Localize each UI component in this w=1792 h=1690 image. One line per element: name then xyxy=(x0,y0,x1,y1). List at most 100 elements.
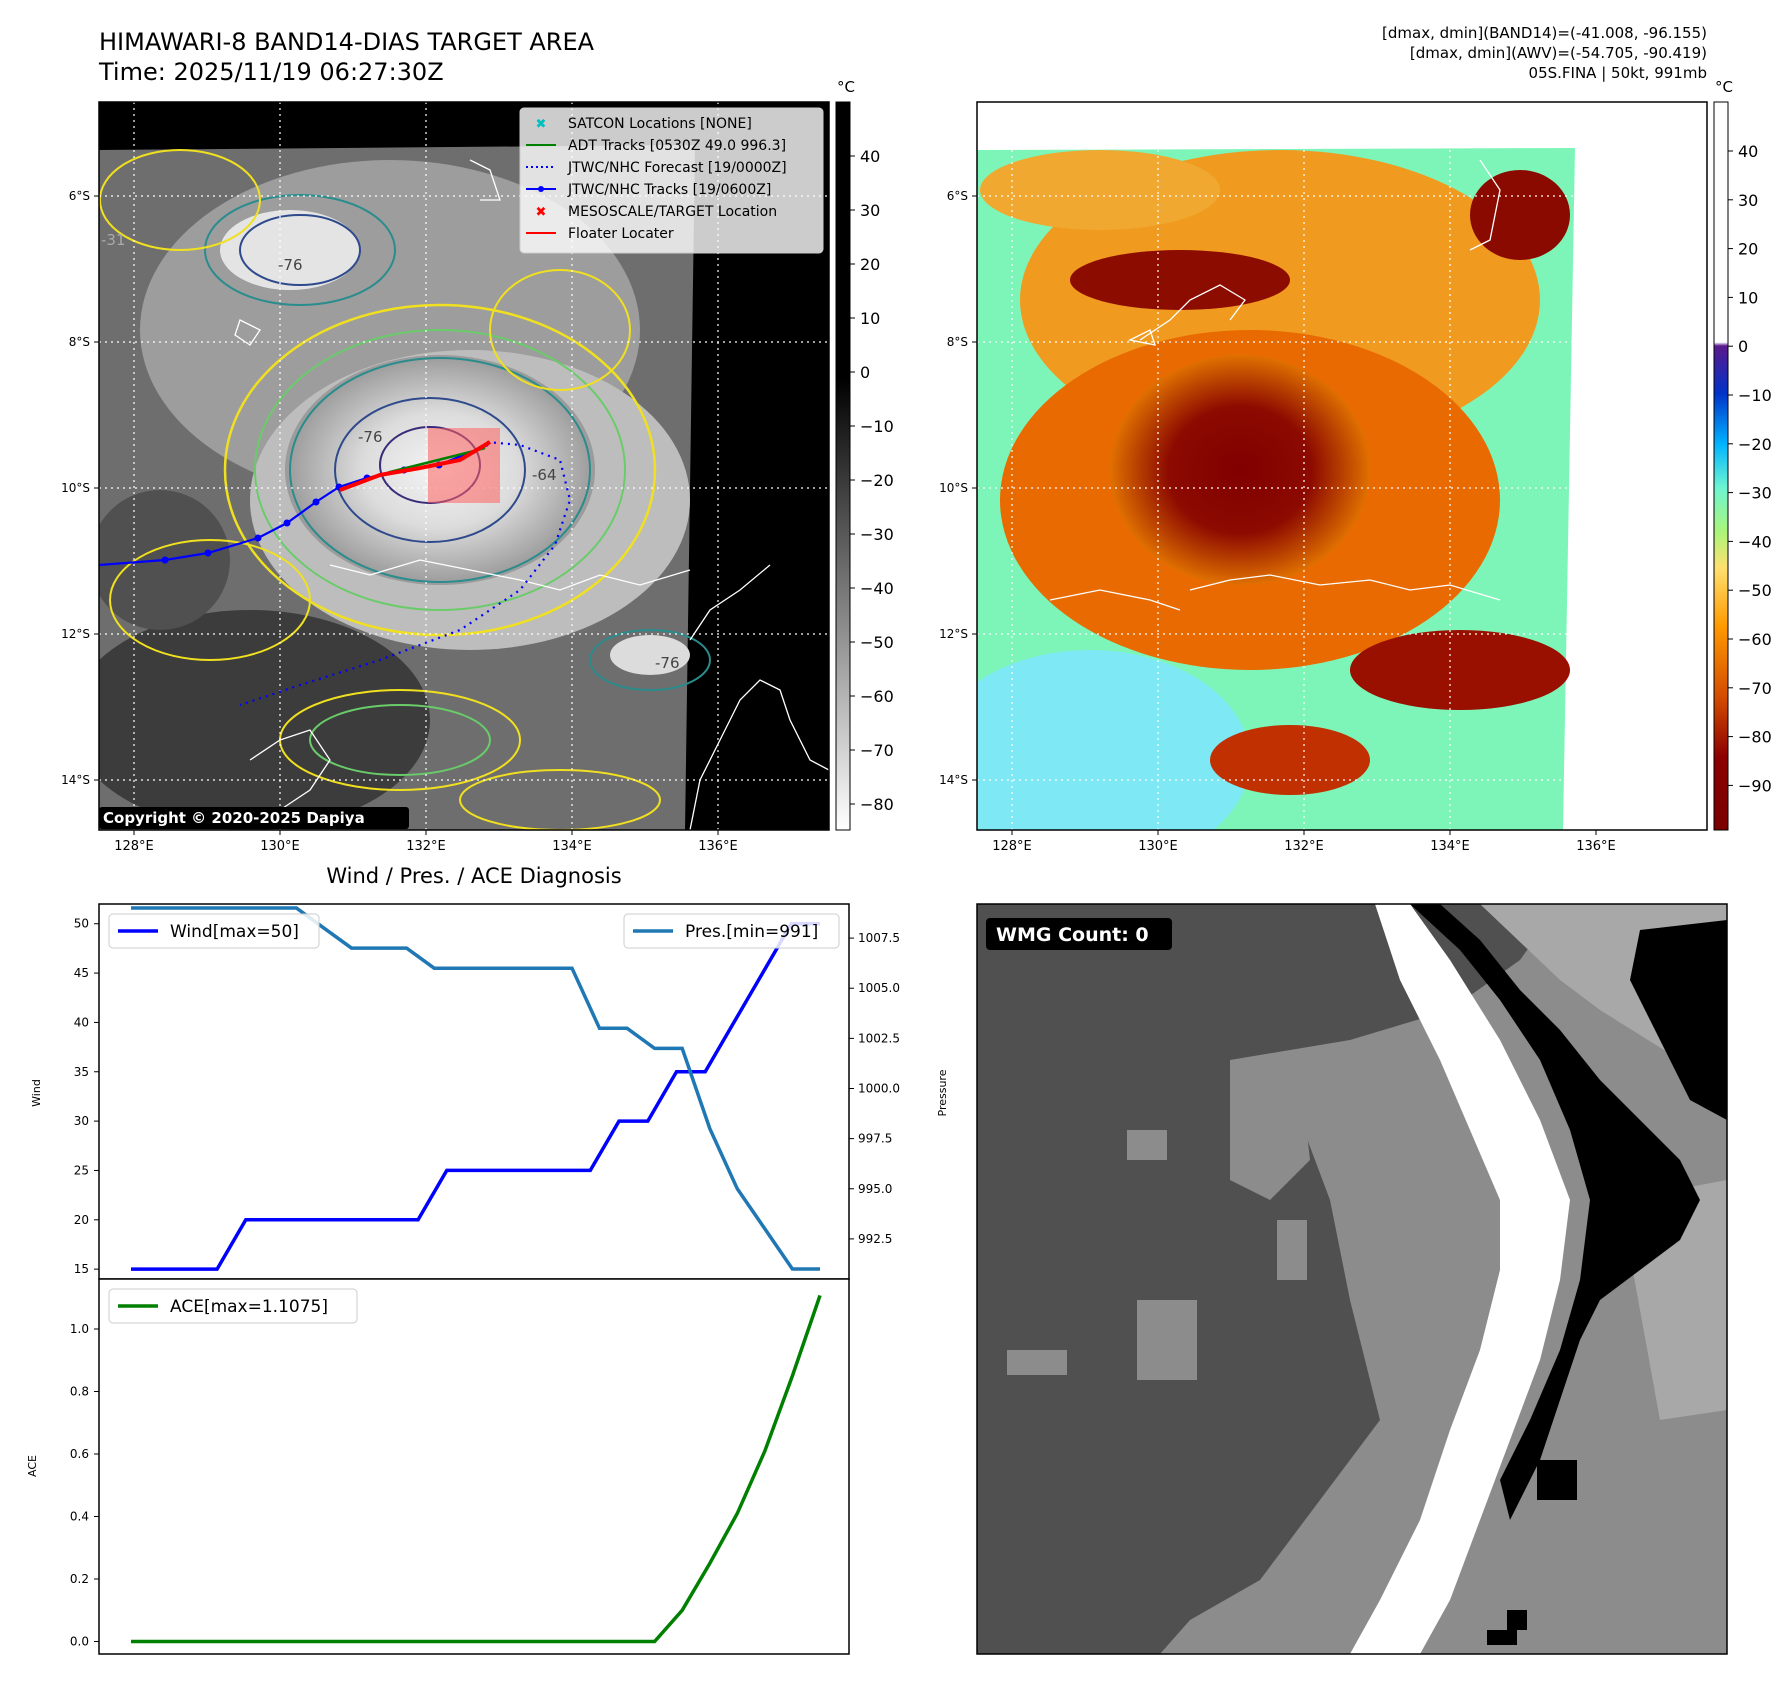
wind-pressure-plot xyxy=(98,903,850,1280)
legend-label: JTWC/NHC Forecast [19/0000Z] xyxy=(567,160,787,176)
wmg-class-region xyxy=(1137,1300,1197,1380)
lat-tick-label: 14°S xyxy=(939,773,968,787)
awv-cold-band xyxy=(1350,630,1570,710)
colorbar-tick-label: 40 xyxy=(1738,142,1758,161)
colorbar-tick-label: 0 xyxy=(860,363,870,382)
legend-label: ADT Tracks [0530Z 49.0 996.3] xyxy=(568,138,786,154)
stats-line-2: [dmax, dmin](AWV)=(-54.705, -90.419) xyxy=(1410,44,1707,62)
awv-colorbar-ticks: 40 30 20 10 0 −10 −20 −30 −40 −50 −60 −70 −80 −90 xyxy=(1728,142,1772,795)
ace-legend: ACE[max=1.1075] xyxy=(108,1288,358,1324)
pressure-series-line xyxy=(131,906,820,1271)
target-x-icon: ✖ xyxy=(536,205,547,220)
wmg-class-region xyxy=(1127,1130,1167,1160)
satcon-x-icon: ✖ xyxy=(536,117,547,132)
contour-label: -76 xyxy=(358,428,383,446)
wmg-cold-region xyxy=(1630,920,1727,1120)
ace-tick-label: 0.0 xyxy=(70,1635,89,1649)
colorbar-tick-label: −30 xyxy=(1738,484,1772,503)
pressure-tick-label: 997.5 xyxy=(858,1132,892,1146)
wind-axis-label: Wind xyxy=(30,1079,43,1107)
lat-tick-label: 8°S xyxy=(947,335,968,349)
colorbar-tick-label: −60 xyxy=(860,687,894,706)
lon-tick-label: 136°E xyxy=(698,839,738,854)
lat-tick-label: 12°S xyxy=(939,627,968,641)
wind-series-line xyxy=(131,921,820,1271)
colorbar-tick-label: −10 xyxy=(1738,386,1772,405)
wind-tick-label: 25 xyxy=(74,1163,89,1177)
wmg-warm-region xyxy=(1350,904,1570,1654)
colorbar-tick-label: 20 xyxy=(860,255,880,274)
awv-cold-band xyxy=(1070,250,1290,310)
floater-locater-track xyxy=(339,440,492,492)
ir-cold-cloud xyxy=(610,635,690,675)
wind-tick-label: 30 xyxy=(74,1114,89,1128)
awv-gridlines xyxy=(977,102,1707,830)
lon-tick-label: 128°E xyxy=(992,839,1032,854)
wind-tick-label: 15 xyxy=(74,1262,89,1276)
ir-colorbar-unit: °C xyxy=(837,78,855,96)
ir-cold-cloud xyxy=(220,210,360,290)
lon-tick-label: 130°E xyxy=(1138,839,1178,854)
lat-tick-label: 6°S xyxy=(69,189,90,203)
colorbar-tick-label: −90 xyxy=(1738,776,1772,795)
ir-colorbar-ticks: 40 30 20 10 0 −10 −20 −30 −40 −50 −60 −70 −80 xyxy=(850,147,894,814)
colorbar-tick-label: 40 xyxy=(860,147,880,166)
lat-tick-label: 10°S xyxy=(61,481,90,495)
colorbar-tick-label: 10 xyxy=(860,309,880,328)
figure-title: HIMAWARI-8 BAND14-DIAS TARGET AREA xyxy=(99,28,595,56)
ace-legend-label: ACE[max=1.1075] xyxy=(170,1297,328,1317)
colorbar-tick-label: 20 xyxy=(1738,240,1758,259)
lon-tick-label: 130°E xyxy=(260,839,300,854)
wind-tick-label: 40 xyxy=(74,1015,89,1029)
contour-label: -31 xyxy=(101,231,126,249)
wmg-class-region xyxy=(1007,1350,1067,1375)
wmg-cold-region xyxy=(1537,1460,1577,1500)
lon-tick-label: 136°E xyxy=(1576,839,1616,854)
ace-series-line xyxy=(131,1294,822,1644)
wind-tick-label: 50 xyxy=(74,917,89,931)
lon-tick-label: 132°E xyxy=(1284,839,1324,854)
awv-dry-area xyxy=(977,650,1250,830)
pressure-tick-label: 992.5 xyxy=(858,1232,892,1246)
pressure-tick-label: 1000.0 xyxy=(858,1081,900,1095)
legend-label: MESOSCALE/TARGET Location xyxy=(568,204,777,220)
stats-line-1: [dmax, dmin](BAND14)=(-41.008, -96.155) xyxy=(1382,24,1707,42)
colorbar-tick-label: 0 xyxy=(1738,337,1748,356)
wmg-class-region xyxy=(1277,1220,1307,1280)
copyright-text: Copyright © 2020-2025 Dapiya xyxy=(103,809,365,827)
contour-label: -64 xyxy=(532,466,557,484)
wmg-cold-region xyxy=(1507,1610,1527,1630)
colorbar-tick-label: 30 xyxy=(1738,191,1758,210)
figure-time: Time: 2025/11/19 06:27:30Z xyxy=(98,58,444,86)
legend-label: JTWC/NHC Tracks [19/0600Z] xyxy=(567,182,771,198)
colorbar-tick-label: −40 xyxy=(1738,532,1772,551)
pressure-tick-label: 995.0 xyxy=(858,1182,892,1196)
pressure-tick-label: 1007.5 xyxy=(858,931,900,945)
ace-y-ticks: 0.0 0.2 0.4 0.6 0.8 1.0 xyxy=(70,1322,99,1649)
wmg-panel xyxy=(976,903,1728,1655)
colorbar-tick-label: −80 xyxy=(1738,728,1772,747)
wind-legend: Wind[max=50] xyxy=(108,913,320,949)
wind-legend-label: Wind[max=50] xyxy=(170,922,299,942)
colorbar-tick-label: 10 xyxy=(1738,288,1758,307)
wmg-count-badge xyxy=(986,918,1172,950)
contour-label: -76 xyxy=(278,256,303,274)
contour-label: -76 xyxy=(655,654,680,672)
ir-map-legend: ✖ SATCON Locations [NONE] ADT Tracks [05… xyxy=(519,107,824,254)
colorbar-tick-label: −70 xyxy=(1738,679,1772,698)
lat-tick-label: 10°S xyxy=(939,481,968,495)
colorbar-tick-label: −20 xyxy=(1738,435,1772,454)
awv-coastlines xyxy=(1049,159,1501,611)
ir-lon-ticks: 128°E 130°E 132°E 134°E 136°E xyxy=(114,830,738,854)
wind-y-ticks: 15 20 25 30 35 40 45 50 xyxy=(74,917,99,1276)
lon-tick-label: 128°E xyxy=(114,839,154,854)
ir-lat-ticks: 6°S 8°S 10°S 12°S 14°S xyxy=(61,189,99,787)
lat-tick-label: 6°S xyxy=(947,189,968,203)
colorbar-tick-label: −80 xyxy=(860,795,894,814)
awv-storm-core xyxy=(1110,355,1370,585)
ir-coastlines xyxy=(234,159,829,830)
lon-tick-label: 132°E xyxy=(406,839,446,854)
wmg-cold-region xyxy=(1410,904,1700,1520)
pressure-y-ticks: 992.5 995.0 997.5 1000.0 1002.5 1005.0 1007.5 xyxy=(849,931,900,1246)
wind-tick-label: 20 xyxy=(74,1213,89,1227)
